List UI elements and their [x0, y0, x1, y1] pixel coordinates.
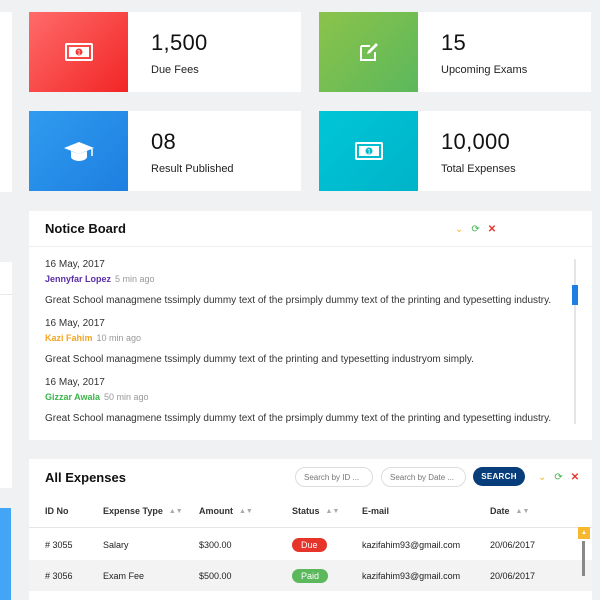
stat-value: 08 — [151, 129, 177, 154]
table-row[interactable]: # 3056 Exam Fee $500.00 Paid kazifahim93… — [29, 560, 592, 591]
left-panel-partial — [0, 12, 12, 192]
stat-label: Upcoming Exams — [441, 64, 528, 76]
money-icon: 1 — [319, 111, 418, 191]
notice-time: 5 min ago — [115, 274, 155, 284]
all-expenses-panel: All Expenses Search by ID ... Search by … — [29, 459, 592, 600]
close-icon[interactable]: ✕ — [487, 224, 497, 235]
cell-date: 20/06/2017 — [490, 539, 536, 550]
status-badge: Due — [292, 537, 327, 552]
left-panel-partial-blue — [0, 508, 11, 600]
status-badge: Paid — [292, 568, 329, 583]
scroll-up-icon[interactable]: ▲ — [578, 527, 590, 539]
notice-text: Great School managmene tssimply dummy te… — [45, 354, 474, 365]
cell-type: Exam Fee — [103, 570, 145, 581]
table-row[interactable] — [29, 591, 592, 600]
cell-date: 20/06/2017 — [490, 570, 536, 581]
cell-id: # 3055 — [45, 539, 73, 550]
notice-scrollbar[interactable] — [572, 259, 578, 424]
column-header-status[interactable]: Status ▲▼ — [292, 506, 340, 516]
notice-item: 16 May, 2017 Gizzar Awala 50 min ago Grea… — [45, 377, 565, 436]
panel-tools: ⌄ ⟳ ✕ — [538, 472, 579, 483]
search-date-input[interactable]: Search by Date ... — [381, 467, 466, 487]
stat-label: Total Expenses — [441, 163, 516, 175]
notice-time: 50 min ago — [104, 392, 149, 402]
notice-date: 16 May, 2017 — [45, 318, 105, 329]
cell-id: # 3056 — [45, 570, 73, 581]
graduation-cap-icon — [29, 111, 128, 191]
cell-email: kazifahim93@gmail.com — [362, 570, 461, 581]
stat-card-total-expenses: 1 10,000 Total Expenses — [319, 111, 591, 191]
search-button[interactable]: SEARCH — [473, 467, 525, 486]
column-header-type[interactable]: Expense Type ▲▼ — [103, 506, 183, 516]
table-scrollbar[interactable]: ▲ — [578, 527, 590, 600]
stat-value: 1,500 — [151, 30, 208, 55]
stat-value: 15 — [441, 30, 467, 55]
notice-author[interactable]: Kazi Fahim — [45, 333, 93, 343]
refresh-icon[interactable]: ⟳ — [471, 224, 480, 235]
panel-title: All Expenses — [45, 469, 126, 485]
scroll-thumb[interactable] — [582, 541, 585, 576]
svg-text:1: 1 — [77, 49, 81, 56]
column-header-id[interactable]: ID No — [45, 506, 69, 516]
notice-time: 10 min ago — [96, 333, 142, 343]
notice-item: 16 May, 2017 Kazi Fahim 10 min ago Great … — [45, 318, 565, 377]
cell-email: kazifahim93@gmail.com — [362, 539, 461, 550]
scroll-thumb[interactable] — [572, 285, 578, 305]
notice-date: 16 May, 2017 — [45, 377, 105, 388]
left-panel-partial — [0, 262, 12, 488]
sort-icon[interactable]: ▲▼ — [239, 507, 253, 515]
notice-board-panel: Notice Board ⌄ ⟳ ✕ 16 May, 2017 Jennyfar… — [29, 211, 592, 440]
close-icon[interactable]: ✕ — [570, 472, 580, 483]
cell-amount: $500.00 — [199, 570, 232, 581]
panel-title: Notice Board — [45, 221, 126, 236]
notice-author[interactable]: Gizzar Awala — [45, 392, 101, 402]
cell-amount: $300.00 — [199, 539, 232, 550]
sort-icon[interactable]: ▲▼ — [168, 507, 183, 515]
stat-card-due-fees: 1 1,500 Due Fees — [29, 12, 301, 92]
column-header-email[interactable]: E-mail — [362, 506, 390, 516]
chevron-down-icon[interactable]: ⌄ — [538, 472, 547, 483]
table-header: ID No Expense Type ▲▼ Amount ▲▼ Status ▲▼ E… — [29, 495, 592, 528]
column-header-date[interactable]: Date ▲▼ — [490, 506, 530, 516]
refresh-icon[interactable]: ⟳ — [554, 472, 563, 483]
stat-label: Result Published — [151, 163, 234, 175]
cell-type: Salary — [103, 539, 129, 550]
stat-card-upcoming-exams: 15 Upcoming Exams — [319, 12, 591, 92]
notice-item: 16 May, 2017 Jennyfar Lopez 5 min ago Gre… — [45, 259, 565, 318]
panel-tools: ⌄ ⟳ ✕ — [455, 224, 496, 235]
edit-icon — [319, 12, 418, 92]
chevron-down-icon[interactable]: ⌄ — [455, 224, 464, 235]
column-header-amount[interactable]: Amount ▲▼ — [199, 506, 253, 516]
svg-text:1: 1 — [367, 148, 371, 155]
money-icon: 1 — [29, 12, 128, 92]
notice-author[interactable]: Jennyfar Lopez — [45, 274, 112, 284]
search-id-input[interactable]: Search by ID ... — [295, 467, 373, 487]
sort-icon[interactable]: ▲▼ — [325, 507, 340, 515]
stat-label: Due Fees — [151, 64, 199, 76]
notice-text: Great School managmene tssimply dummy te… — [45, 413, 552, 424]
stat-card-result-published: 08 Result Published — [29, 111, 301, 191]
notice-list: 16 May, 2017 Jennyfar Lopez 5 min ago Gre… — [45, 259, 565, 436]
notice-date: 16 May, 2017 — [45, 259, 105, 270]
stat-value: 10,000 — [441, 129, 511, 154]
notice-text: Great School managmene tssimply dummy te… — [45, 295, 552, 306]
sort-icon[interactable]: ▲▼ — [515, 507, 530, 515]
table-row[interactable]: # 3055 Salary $300.00 Due kazifahim93@gm… — [29, 529, 592, 560]
